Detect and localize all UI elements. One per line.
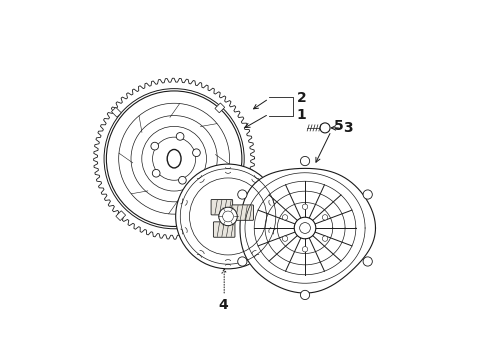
Bar xyxy=(220,206,229,216)
Circle shape xyxy=(193,149,200,157)
Circle shape xyxy=(282,236,288,241)
Circle shape xyxy=(152,170,160,177)
FancyBboxPatch shape xyxy=(211,199,233,215)
Circle shape xyxy=(294,217,316,239)
Circle shape xyxy=(178,176,186,184)
Bar xyxy=(111,107,121,117)
Circle shape xyxy=(176,132,184,140)
Circle shape xyxy=(302,247,308,252)
Circle shape xyxy=(282,215,288,220)
Text: 2: 2 xyxy=(296,91,306,105)
Circle shape xyxy=(322,236,328,241)
FancyBboxPatch shape xyxy=(214,222,235,237)
FancyBboxPatch shape xyxy=(232,205,253,220)
Bar xyxy=(215,103,225,113)
Circle shape xyxy=(300,222,311,233)
Circle shape xyxy=(93,77,256,240)
Circle shape xyxy=(151,142,159,150)
Circle shape xyxy=(300,157,310,166)
Circle shape xyxy=(322,215,328,220)
Circle shape xyxy=(363,190,372,199)
Text: 3: 3 xyxy=(343,121,353,135)
Circle shape xyxy=(238,190,247,199)
Circle shape xyxy=(320,123,330,133)
Text: 4: 4 xyxy=(219,298,228,312)
Polygon shape xyxy=(94,78,255,239)
Circle shape xyxy=(219,207,237,226)
Circle shape xyxy=(363,257,372,266)
Ellipse shape xyxy=(167,149,181,168)
Polygon shape xyxy=(240,168,375,293)
Text: 5: 5 xyxy=(334,119,344,132)
Bar xyxy=(116,211,125,221)
Circle shape xyxy=(175,164,280,269)
Circle shape xyxy=(106,91,242,226)
Circle shape xyxy=(238,257,247,266)
Circle shape xyxy=(302,204,308,210)
Text: 1: 1 xyxy=(296,108,306,122)
Circle shape xyxy=(300,290,310,300)
